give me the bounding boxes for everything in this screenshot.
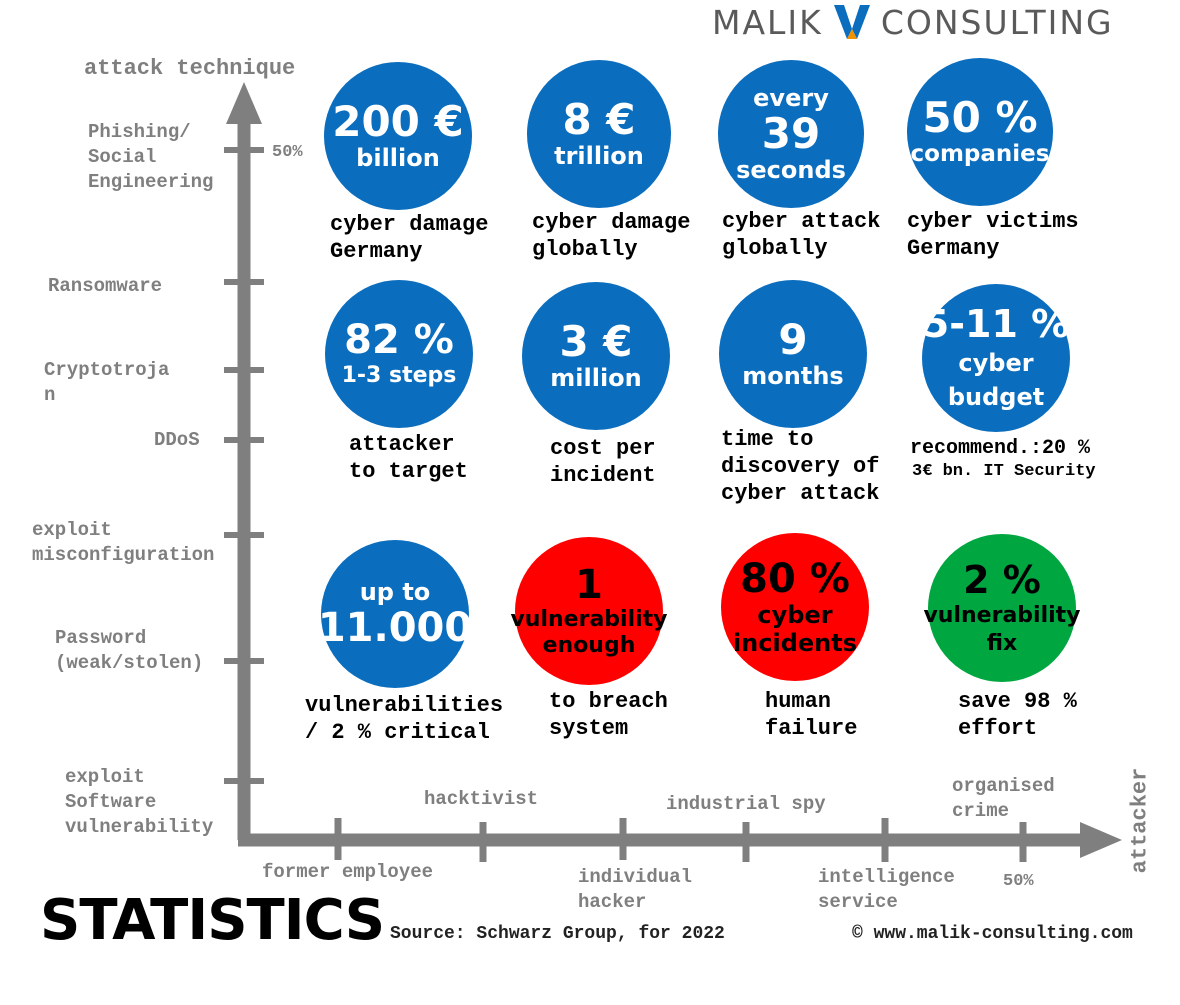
stat-value: 200 € [332,97,464,146]
stat-value: 11.000 [317,605,473,651]
stat-circle-damage-germany: 200 € billion [324,62,472,210]
stat-unit: seconds [736,156,846,184]
logo-text-right: CONSULTING [880,2,1114,42]
stat-unit: million [550,364,642,392]
y-label-misconfiguration: exploit misconfiguration [32,519,215,566]
stat-unit: vulnerability [923,603,1081,628]
x-axis-tick-50: 50% [1003,872,1034,891]
stat-caption: save 98 % effort [958,689,1077,741]
stat-value: 5-11 % [922,302,1070,346]
company-logo: MALIK CONSULTING [712,2,1114,42]
stat-value: 39 [761,109,821,158]
stat-circle-vulnerability-fix: 2 % vulnerability fix [923,534,1081,682]
stat-unit: billion [356,144,440,172]
stat-circle-vulnerabilities: up to 11.000 [317,540,473,688]
y-axis-tick-50: 50% [272,143,303,162]
x-label-intelligence-service: intelligence service [818,866,955,913]
logo-text-left: MALIK [712,2,823,42]
stat-value: 2 % [963,558,1041,602]
stat-unit: budget [947,383,1045,411]
y-axis-title: attack technique [84,56,296,81]
stat-circle-attack-frequency: every 39 seconds [718,60,864,208]
website-link[interactable]: © www.malik-consulting.com [852,924,1133,944]
stat-caption-secondary: 3€ bn. IT Security [912,462,1096,481]
x-label-hacktivist: hacktivist [424,788,539,810]
stat-circle-cyber-budget: 5-11 % cyber budget [922,284,1070,432]
y-label-ddos: DDoS [154,429,200,451]
x-axis-title: attacker [1127,767,1153,874]
stat-circle-human-failure: 80 % cyber incidents [721,533,869,681]
stat-unit: months [742,362,844,390]
stat-caption: cyber damage Germany [330,212,489,264]
stat-value: 3 € [559,317,633,366]
stat-circle-victims-germany: 50 % companies [907,58,1053,206]
stat-unit: cyber [958,349,1034,377]
x-label-individual-hacker: individual hacker [578,866,693,913]
stat-value: 82 % [344,317,454,363]
stat-circle-cost-incident: 3 € million [522,282,670,430]
stat-caption: recommend.:20 % [910,437,1091,460]
stat-circle-attacker-steps: 82 % 1-3 steps [325,280,473,428]
stat-caption: attacker to target [349,432,468,484]
stat-caption: vulnerabilities / 2 % critical [305,693,504,745]
stat-caption: cyber victims Germany [907,209,1079,261]
stat-caption: cyber attack globally [722,209,881,261]
stat-caption: human failure [765,689,858,741]
stat-caption: time to discovery of cyber attack [721,427,880,506]
stat-value: 9 [778,315,808,364]
y-label-password: Password (weak/stolen) [55,627,204,674]
y-label-software-vulnerability: exploit Software vulnerability [65,766,214,838]
stat-value: 1 [575,562,603,608]
stat-circle-damage-global: 8 € trillion [527,60,671,208]
y-label-cryptotrojan: Cryptotroja n [44,359,170,406]
stat-unit: fix [986,631,1018,656]
x-label-organised-crime: organised crime [952,775,1055,822]
stat-circle-discovery-time: 9 months [719,280,867,428]
stat-unit: companies [910,141,1050,167]
stat-unit: enough [542,633,636,658]
stat-prefix: every [753,84,829,112]
x-label-former-employee: former employee [262,861,434,883]
stat-value: 50 % [922,93,1038,142]
stat-value: 8 € [562,95,636,144]
stat-caption: to breach system [549,689,668,741]
stat-unit: trillion [554,142,644,170]
stat-caption: cyber damage globally [532,210,691,262]
logo-v-mark-icon [833,5,870,39]
x-label-industrial-spy: industrial spy [666,793,826,815]
page-title: STATISTICS [40,888,385,953]
stat-circle-one-vulnerability: 1 vulnerability enough [510,537,668,685]
stat-prefix: up to [359,578,431,606]
stat-unit: cyber [757,601,833,629]
y-label-ransomware: Ransomware [48,275,163,297]
y-label-phishing: Phishing/ Social Engineering [88,121,214,193]
stat-value: 80 % [740,556,850,602]
source-note: Source: Schwarz Group, for 2022 [390,924,725,944]
stat-unit: incidents [732,629,858,657]
stat-caption: cost per incident [550,436,656,488]
stat-unit: 1-3 steps [341,363,457,388]
stat-unit: vulnerability [510,607,668,632]
